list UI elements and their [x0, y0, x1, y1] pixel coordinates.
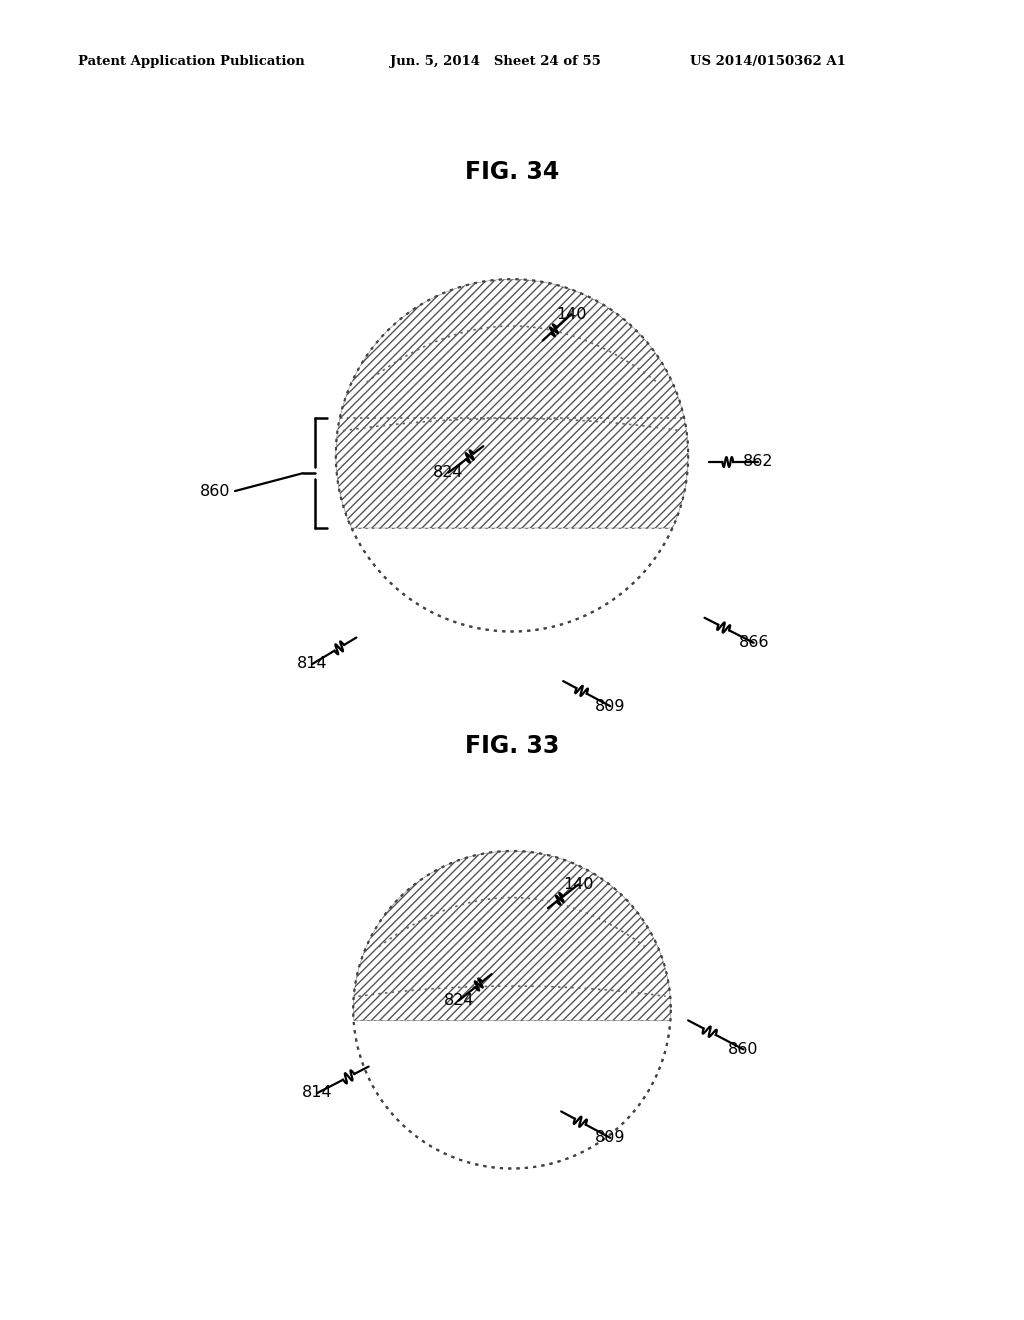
Text: 814: 814 — [302, 1085, 333, 1101]
Text: Jun. 5, 2014   Sheet 24 of 55: Jun. 5, 2014 Sheet 24 of 55 — [390, 55, 601, 69]
Text: 860: 860 — [200, 483, 230, 499]
Polygon shape — [336, 280, 688, 528]
Text: 809: 809 — [595, 698, 626, 714]
Text: 824: 824 — [443, 993, 474, 1008]
Text: 862: 862 — [742, 454, 773, 470]
Text: 814: 814 — [297, 656, 328, 672]
Text: FIG. 34: FIG. 34 — [465, 160, 559, 183]
Text: US 2014/0150362 A1: US 2014/0150362 A1 — [690, 55, 846, 69]
Polygon shape — [353, 851, 671, 1020]
Text: 140: 140 — [556, 306, 587, 322]
Text: 860: 860 — [728, 1041, 759, 1057]
Text: 140: 140 — [563, 876, 594, 892]
Text: 809: 809 — [595, 1130, 626, 1146]
Text: FIG. 33: FIG. 33 — [465, 734, 559, 758]
Text: Patent Application Publication: Patent Application Publication — [78, 55, 305, 69]
Text: 824: 824 — [433, 465, 464, 480]
Text: 866: 866 — [738, 635, 769, 651]
